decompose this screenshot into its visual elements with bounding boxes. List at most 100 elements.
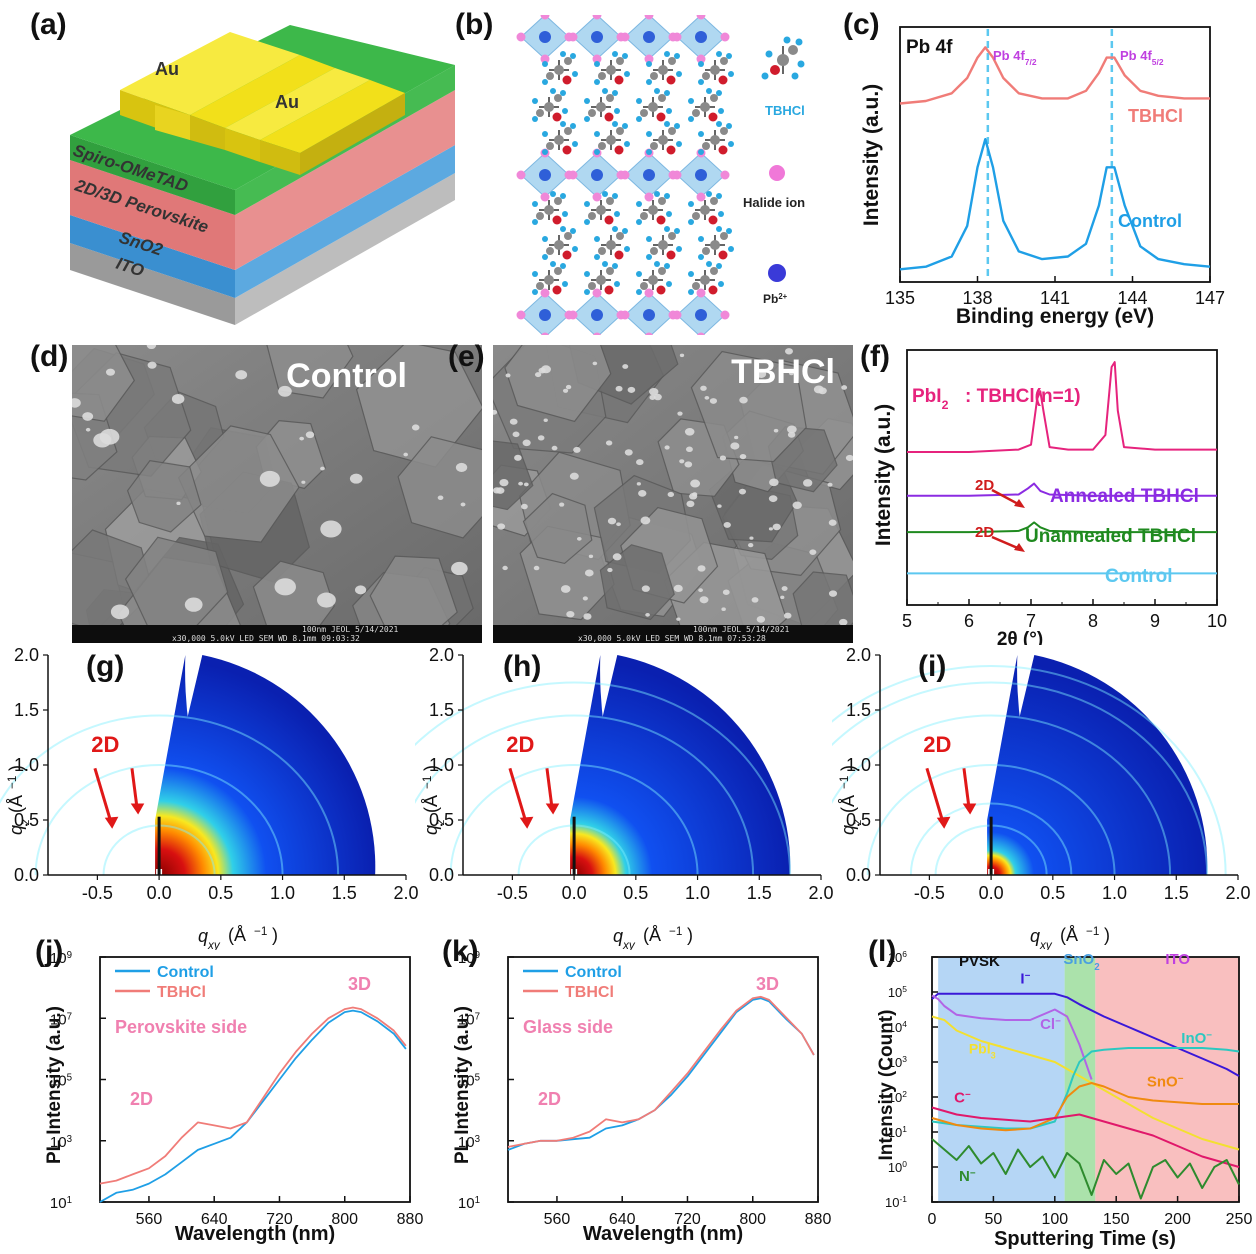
grain [397,436,482,539]
x-tick-label: 800 [739,1211,766,1228]
surface-particle [583,613,592,620]
x-tick-label: 200 [1164,1211,1191,1228]
surface-particle [110,604,130,620]
tbhcl-molecule [542,121,578,155]
annotation-arrow [545,768,554,807]
diffraction-ring [34,764,284,876]
tbhcl-molecule [688,261,724,295]
y-tick-label: 109 [50,950,72,968]
y-tick-label: 0.5 [846,810,871,830]
panel-title: TBHCl-0.5° [680,660,794,685]
x-axis-title: 2θ (°) [997,629,1043,645]
diffraction-ring [832,665,1227,876]
x-axis-title: Binding energy (eV) [956,305,1154,328]
x-tick-label: 150 [1103,1211,1130,1228]
surface-particle [607,567,613,573]
grain [522,492,593,565]
x-tick-label: 138 [962,288,992,308]
surface-particle [573,446,581,453]
surface-particle [403,452,409,457]
series-label-control: Control [1105,566,1173,587]
halide-atom [592,54,602,64]
surface-particle [749,536,754,540]
y-tick-label: 1.5 [846,700,871,720]
tbhcl-molecule [646,226,682,260]
surface-particle [751,597,759,603]
au-label-2: Au [275,92,299,112]
x-tick-label: 0.5 [623,883,648,903]
legend-pb-label: Pb2+ [763,292,788,307]
halide-atom [672,170,682,180]
surface-particle [699,596,709,604]
surface-particle [537,435,545,441]
region-label-ito: ITO [1165,951,1190,968]
arrow-head [104,816,119,829]
surface-particle [709,398,718,404]
chart-pl-perovskite: 560 640 720 800 880 101 103 105 107 109 Control TBH… [44,950,423,1246]
surface-particle [451,561,468,576]
x-tick-label: 2.0 [393,883,418,903]
diffraction-ring [449,764,699,876]
surface-particle [841,385,848,390]
series-line [907,482,1217,497]
surface-particle [455,462,468,472]
surface-particle [520,503,528,510]
surface-particle [828,590,838,597]
x-axis-title: Sputtering Time (s) [994,1228,1176,1250]
x-tick-label: 0 [928,1211,937,1228]
surface-particle [176,501,181,506]
panel-label-k: (k) [442,935,479,968]
series-line [931,994,1093,1080]
series-line [899,138,1211,271]
series-line [899,46,1210,105]
surface-particle [607,517,617,525]
surface-particle [411,424,420,431]
grain [126,459,202,533]
sem-info-bar: 100nm JEOL 5/14/2021 x30,000 5.0kV LED S… [493,625,853,643]
halide-atom [644,192,654,202]
x-axis-title-close: ) [1104,925,1110,945]
surface-particle [781,586,788,591]
x-axis-title-unit: (Å [228,925,246,945]
surface-particle [514,454,522,461]
grain [72,345,136,422]
chart-pl-glass: 560 640 720 800 880 101 103 105 107 109 Control TBH… [452,950,832,1246]
x-axis-title-close: ) [272,925,278,945]
x-tick-label: 720 [266,1211,293,1228]
surface-particle [582,596,588,601]
x-tick-label: -0.5 [914,883,945,903]
annotation-3d: 3D [348,974,371,994]
surface-particle [320,466,325,471]
chart-xps: 135 138 141 144 147 Pb 4f Pb 4f7/2 Pb 4f5/2 TBHC… [860,26,1225,328]
diffraction-ring [832,681,1209,876]
series-label-pbi3: PbI3− [969,1040,1001,1060]
legend-label-control: Control [157,964,214,981]
x-tick-label: 880 [805,1211,832,1228]
pb-atom [695,31,707,43]
pb-atom [643,169,655,181]
surface-particle [616,522,621,527]
surface-particle [615,385,623,392]
arrow-head [519,816,534,829]
grain [599,544,675,621]
halide-atom [644,288,654,298]
x-tick-label: 0.0 [979,883,1004,903]
halide-atom [516,170,526,180]
panel-label-h: (h) [503,650,542,683]
y-tick-label: 10-1 [885,1194,907,1210]
x-tick-label: 7 [1026,611,1036,631]
surface-particle [698,588,703,593]
legend-halide-label: Halide ion [743,195,805,210]
surface-particle [689,492,698,500]
halide-atom [720,32,730,42]
panel-title: TBHCl-0.2° [265,660,379,685]
x-tick-label: 560 [136,1211,163,1228]
surface-particle [147,361,157,369]
x-axis-title-exp: −1 [1086,925,1099,938]
x-tick-label: 147 [1195,288,1225,308]
surface-particle [523,482,529,487]
series-label-annealed: Annealed TBHCl [1050,486,1199,507]
x-tick-label: 1.0 [270,883,295,903]
tbhcl-molecule [584,261,620,295]
series-label-i: I− [1020,970,1030,988]
